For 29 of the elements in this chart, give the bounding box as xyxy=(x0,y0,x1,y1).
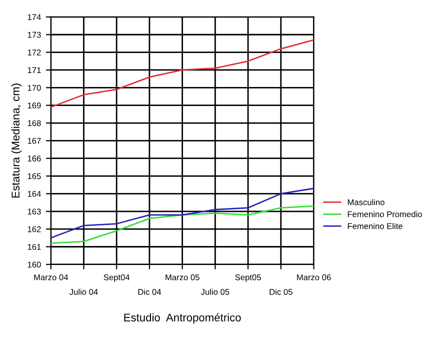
y-tick-label: 169 xyxy=(28,102,41,108)
legend-label: Femenino Promedio xyxy=(348,211,422,218)
y-tick-label: 174 xyxy=(28,14,41,20)
x-tick-label: Marzo 06 xyxy=(297,274,331,280)
legend-label: Masculino xyxy=(348,199,384,206)
y-tick-label: 172 xyxy=(28,50,41,56)
y-tick-label: 166 xyxy=(28,156,41,162)
x-tick-label: Sept05 xyxy=(235,274,261,282)
y-tick-label: 160 xyxy=(28,262,41,268)
y-tick-label: 163 xyxy=(28,208,41,214)
x-tick-label: Sept04 xyxy=(104,274,130,282)
y-tick-label: 168 xyxy=(28,120,41,126)
x-axis-title: Estudio Antropométrico xyxy=(124,313,241,324)
y-tick-label: 164 xyxy=(28,190,41,197)
y-tick-label: 171 xyxy=(28,67,41,73)
x-tick-label: Marzo 05 xyxy=(166,274,200,280)
y-tick-label: 167 xyxy=(28,138,41,144)
legend-label: Femenino Elite xyxy=(348,222,402,230)
y-tick-label: 161 xyxy=(28,244,41,250)
x-tick-label: Dic 05 xyxy=(270,288,292,295)
y-tick-label: 165 xyxy=(28,173,41,180)
y-tick-label: 173 xyxy=(28,32,41,38)
y-tick-label: 162 xyxy=(28,226,41,232)
x-tick-label: Julio 05 xyxy=(200,288,230,295)
x-tick-label: Dic 04 xyxy=(138,288,162,295)
y-axis-title: Estatura (Mediana, cm) xyxy=(11,84,22,198)
x-tick-label: Julio 04 xyxy=(70,288,98,295)
y-tick-label: 170 xyxy=(28,84,41,91)
x-tick-label: Marzo 04 xyxy=(34,274,68,280)
